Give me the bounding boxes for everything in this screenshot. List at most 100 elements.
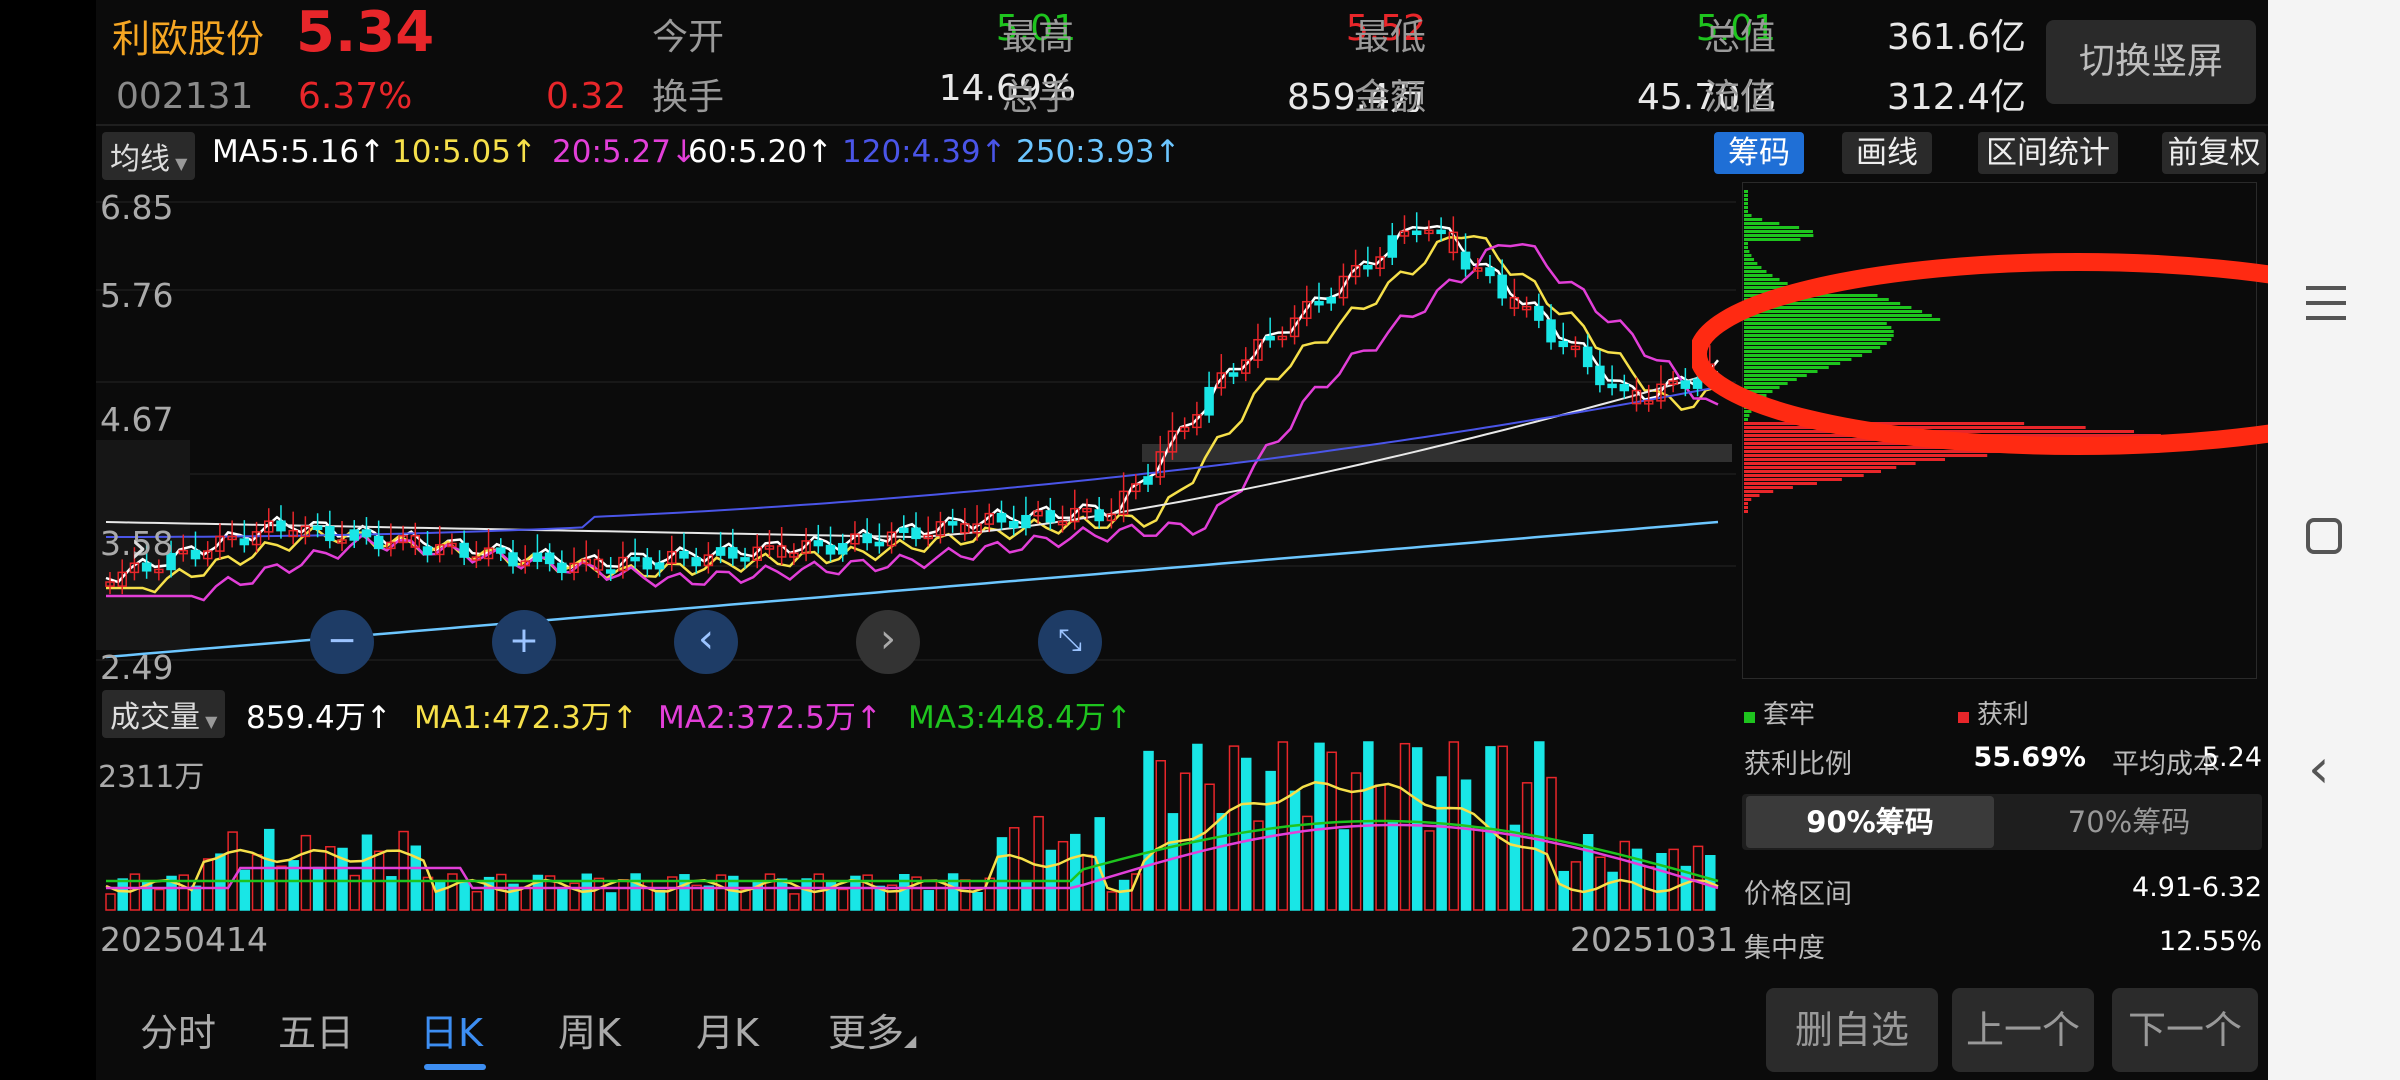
- quote-value-low: 5.01: [1695, 8, 1776, 49]
- chip-bar-trapped: [1744, 278, 1780, 281]
- volume-bar: [447, 873, 458, 911]
- recent-apps-icon[interactable]: [2306, 286, 2346, 324]
- chip-bar-trapped: [1744, 390, 1773, 393]
- candle-body: [618, 556, 628, 572]
- next-stock-button[interactable]: 下一个: [2112, 988, 2258, 1072]
- volume-bar: [1216, 813, 1228, 911]
- chip-tab-group: 90%筹码 70%筹码: [1742, 794, 2262, 850]
- candle-body: [1473, 267, 1483, 272]
- candle-body: [813, 540, 824, 547]
- candle-body: [947, 521, 958, 526]
- volume-bar: [434, 879, 446, 911]
- candle-body: [1216, 372, 1227, 389]
- candle-body: [1240, 359, 1251, 374]
- ma-line: [106, 386, 1719, 538]
- chip-bar-trapped: [1744, 334, 1894, 337]
- candle-body: [1656, 383, 1666, 402]
- tab-intraday[interactable]: 分时: [140, 1011, 217, 1055]
- tab-more[interactable]: 更多◢: [828, 1002, 916, 1057]
- candle-body: [544, 552, 555, 565]
- system-nav-bar: ‹: [2268, 0, 2400, 1080]
- volume-bar: [935, 880, 947, 911]
- volume-indicator-selector[interactable]: 成交量 ▼: [102, 690, 226, 738]
- home-icon[interactable]: [2306, 518, 2342, 554]
- chip-bar-trapped: [1744, 222, 1780, 225]
- volume-chart[interactable]: [96, 736, 1736, 912]
- zoom-in-button[interactable]: +: [492, 610, 556, 674]
- ma120-value: 120:4.39↑: [842, 134, 1007, 170]
- zoom-out-button[interactable]: −: [310, 610, 374, 674]
- candle-body: [703, 554, 714, 567]
- legend-profit-label: 获利: [1977, 700, 2030, 730]
- chip-bar-trapped: [1744, 262, 1758, 265]
- chip-bar-trapped: [1744, 206, 1748, 209]
- kline-chart[interactable]: [96, 182, 1736, 682]
- tab-five-day[interactable]: 五日: [278, 1011, 355, 1055]
- scroll-right-button[interactable]: ›: [856, 610, 920, 674]
- range-stats-button[interactable]: 区间统计: [1978, 132, 2118, 174]
- forward-adjust-button[interactable]: 前复权: [2162, 132, 2266, 174]
- volume-bar: [1155, 759, 1166, 911]
- chip-bar-trapped: [1744, 230, 1813, 233]
- chip-tab-70[interactable]: 70%筹码: [2067, 805, 2191, 839]
- volume-bar: [1668, 848, 1679, 911]
- volume-bar: [1008, 827, 1020, 911]
- candle-body: [1277, 335, 1288, 341]
- draw-line-button[interactable]: 画线: [1842, 132, 1932, 174]
- previous-stock-button[interactable]: 上一个: [1952, 988, 2094, 1072]
- candle-body: [434, 544, 445, 556]
- switch-portrait-button[interactable]: 切换竖屏: [2046, 20, 2256, 104]
- chip-bar-profit: [1744, 446, 2093, 449]
- candle-body: [691, 557, 701, 567]
- legend-profit: 获利: [1958, 694, 2029, 731]
- volume-bar: [923, 890, 934, 911]
- chip-tab-90[interactable]: 90%筹码: [1746, 796, 1994, 848]
- volume-bar: [105, 893, 116, 911]
- back-icon[interactable]: ‹: [2308, 737, 2330, 800]
- stock-name: 利欧股份: [112, 17, 265, 61]
- volume-bar: [776, 878, 788, 911]
- candle-body: [557, 562, 567, 574]
- chips-button[interactable]: 筹码: [1714, 132, 1804, 174]
- tab-monthly-k[interactable]: 月K: [696, 1011, 759, 1055]
- quote-value-float: 312.4亿: [1886, 77, 2026, 118]
- collapse-button[interactable]: ⤡: [1038, 610, 1102, 674]
- price-axis-4: 3.58: [100, 524, 174, 563]
- candle-body: [1008, 521, 1019, 529]
- history-scroll-handle: [96, 440, 190, 650]
- chip-bar-trapped: [1744, 302, 1901, 305]
- scroll-left-button[interactable]: ‹: [674, 610, 738, 674]
- tab-weekly-k[interactable]: 周K: [558, 1011, 621, 1055]
- candle-body: [1534, 305, 1544, 321]
- avg-cost-value: 5.24: [2201, 742, 2262, 773]
- chevron-left-icon: ‹: [698, 616, 714, 662]
- chip-bar-trapped: [1744, 286, 1797, 289]
- candle-body: [422, 546, 433, 556]
- remove-watchlist-button[interactable]: 删自选: [1766, 988, 1938, 1072]
- volume-bar: [947, 873, 959, 911]
- date-start: 20250414: [100, 920, 268, 959]
- volume-bar: [398, 830, 409, 911]
- candle-body: [1021, 514, 1031, 529]
- price-axis-bottom: 2.49: [100, 648, 174, 687]
- volume-bar: [593, 877, 605, 911]
- chevron-right-icon[interactable]: ›: [130, 522, 148, 573]
- profit-ratio-label: 获利比例: [1744, 749, 1852, 780]
- volume-bar: [1424, 830, 1435, 911]
- chip-bar-trapped: [1744, 242, 1748, 245]
- volume-bar: [520, 886, 531, 911]
- volume-ma-lines: [105, 781, 1719, 894]
- ma60-value: 60:5.20↑: [688, 134, 833, 170]
- candle-body: [178, 549, 189, 555]
- ma-indicator-bar: 均线 ▼ MA5:5.16↑ 10:5.05↑ 20:5.27↓ 60:5.20…: [96, 128, 2268, 180]
- tab-daily-k[interactable]: 日K: [420, 1011, 483, 1055]
- chip-bar-trapped: [1744, 246, 1748, 249]
- volume-bar: [801, 878, 812, 911]
- volume-bar: [691, 884, 702, 911]
- candle-body: [288, 529, 298, 538]
- ma-selector[interactable]: 均线 ▼: [102, 132, 196, 180]
- volume-bar: [410, 845, 422, 911]
- volume-bar: [1228, 745, 1240, 911]
- candle-body: [1509, 296, 1520, 309]
- volume-bar: [1509, 824, 1521, 911]
